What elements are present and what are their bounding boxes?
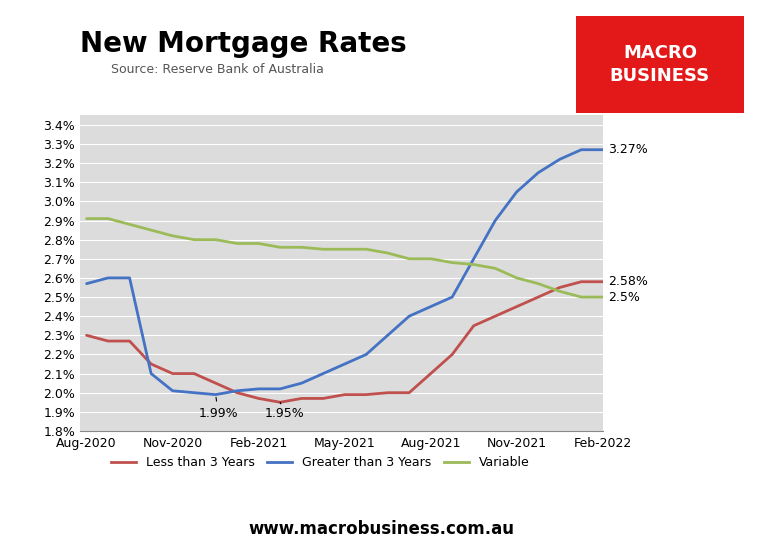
Legend: Less than 3 Years, Greater than 3 Years, Variable: Less than 3 Years, Greater than 3 Years,… — [106, 451, 535, 474]
Text: www.macrobusiness.com.au: www.macrobusiness.com.au — [249, 520, 514, 538]
Text: Source: Reserve Bank of Australia: Source: Reserve Bank of Australia — [111, 63, 324, 76]
Text: 1.95%: 1.95% — [265, 402, 305, 419]
Text: 1.99%: 1.99% — [198, 397, 238, 419]
Text: 2.5%: 2.5% — [608, 290, 640, 304]
Text: 2.58%: 2.58% — [608, 275, 648, 288]
Text: MACRO
BUSINESS: MACRO BUSINESS — [610, 44, 710, 85]
Text: New Mortgage Rates: New Mortgage Rates — [80, 30, 407, 58]
Text: 3.27%: 3.27% — [608, 143, 648, 156]
